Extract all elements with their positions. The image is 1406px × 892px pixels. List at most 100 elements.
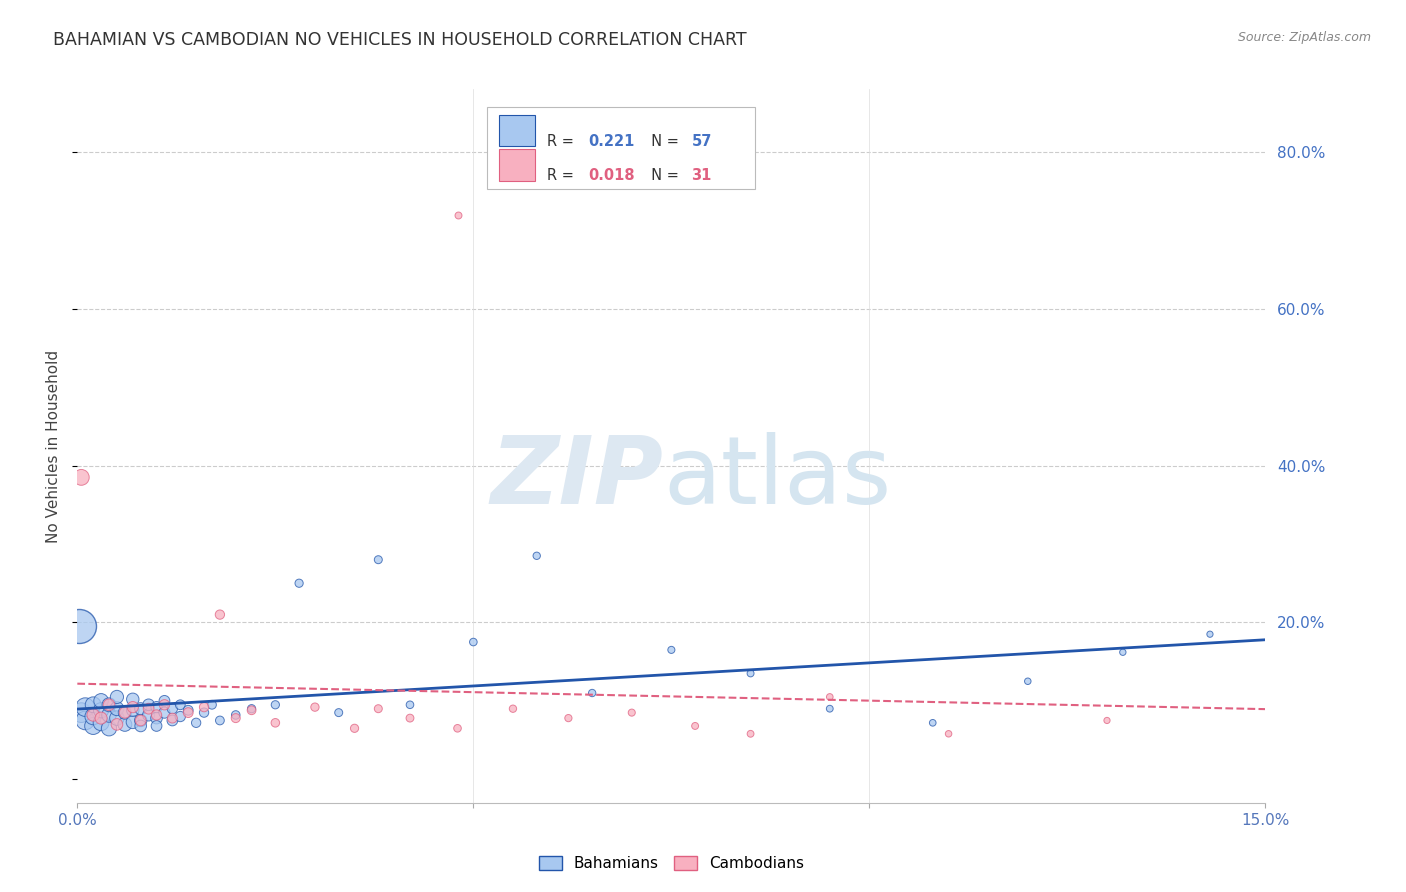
Text: R =: R = [547, 168, 578, 183]
Point [82, 708, 104, 723]
Point [153, 698, 176, 712]
Point [145, 700, 167, 714]
Point [129, 702, 152, 716]
Point [661, 643, 683, 657]
Point [121, 703, 143, 717]
Point [193, 706, 215, 720]
Text: 0.221: 0.221 [588, 135, 634, 150]
Point [98, 721, 121, 735]
Point [446, 721, 468, 735]
Point [921, 715, 943, 730]
Point [121, 714, 143, 729]
Point [177, 706, 200, 720]
Point [169, 709, 191, 723]
Point [367, 702, 389, 716]
Point [98, 698, 121, 712]
Point [129, 714, 152, 728]
Point [153, 694, 176, 708]
Legend: Bahamians, Cambodians: Bahamians, Cambodians [533, 849, 810, 877]
Point [208, 714, 231, 728]
Point [399, 698, 422, 712]
Point [90, 715, 112, 730]
Point [343, 721, 366, 735]
FancyBboxPatch shape [488, 107, 755, 189]
Point [162, 714, 184, 728]
Point [186, 715, 208, 730]
Point [105, 690, 128, 704]
Point [121, 700, 143, 714]
Point [818, 690, 841, 704]
Point [264, 698, 287, 712]
Point [1112, 645, 1135, 659]
Point [264, 715, 287, 730]
Text: 31: 31 [692, 168, 711, 183]
Point [138, 702, 160, 716]
Point [1199, 627, 1222, 641]
Text: 57: 57 [692, 135, 711, 150]
Bar [499, 150, 534, 181]
Point [818, 702, 841, 716]
Point [138, 698, 160, 712]
Point [581, 686, 603, 700]
Point [162, 702, 184, 716]
Point [208, 607, 231, 622]
Point [201, 698, 224, 712]
Text: N =: N = [641, 168, 683, 183]
Point [121, 692, 143, 706]
Point [105, 711, 128, 725]
Point [240, 702, 263, 716]
Point [75, 714, 97, 728]
Point [90, 703, 112, 717]
Point [105, 702, 128, 716]
Point [367, 552, 389, 566]
Text: BAHAMIAN VS CAMBODIAN NO VEHICLES IN HOUSEHOLD CORRELATION CHART: BAHAMIAN VS CAMBODIAN NO VEHICLES IN HOU… [53, 31, 747, 49]
Point [105, 717, 128, 731]
Point [526, 549, 548, 563]
Point [114, 706, 136, 720]
Point [225, 711, 247, 725]
Point [75, 700, 97, 714]
Point [90, 694, 112, 708]
Point [82, 709, 104, 723]
Point [740, 727, 762, 741]
Point [288, 576, 311, 591]
Point [145, 708, 167, 723]
Text: 0.018: 0.018 [588, 168, 636, 183]
Bar [499, 115, 534, 146]
Text: ZIP: ZIP [491, 432, 664, 524]
Point [129, 719, 152, 733]
Y-axis label: No Vehicles in Household: No Vehicles in Household [46, 350, 62, 542]
Point [162, 711, 184, 725]
Point [177, 703, 200, 717]
Text: N =: N = [641, 135, 683, 150]
Point [145, 719, 167, 733]
Point [98, 698, 121, 712]
Point [683, 719, 706, 733]
Point [1095, 714, 1118, 728]
Point [129, 714, 152, 728]
Point [328, 706, 350, 720]
Point [740, 666, 762, 681]
Point [399, 711, 422, 725]
Point [938, 727, 960, 741]
Point [225, 708, 247, 723]
Point [114, 706, 136, 720]
Point [145, 711, 167, 725]
Point [169, 698, 191, 712]
Point [70, 706, 93, 720]
Point [193, 700, 215, 714]
Point [1017, 674, 1039, 689]
Point [70, 470, 93, 484]
Point [446, 208, 468, 222]
Point [240, 703, 263, 717]
Point [82, 719, 104, 733]
Text: atlas: atlas [664, 432, 891, 524]
Point [98, 708, 121, 723]
Point [114, 717, 136, 731]
Point [67, 619, 90, 633]
Text: Source: ZipAtlas.com: Source: ZipAtlas.com [1237, 31, 1371, 45]
Point [90, 711, 112, 725]
Text: R =: R = [547, 135, 578, 150]
Point [620, 706, 643, 720]
Point [153, 706, 176, 720]
